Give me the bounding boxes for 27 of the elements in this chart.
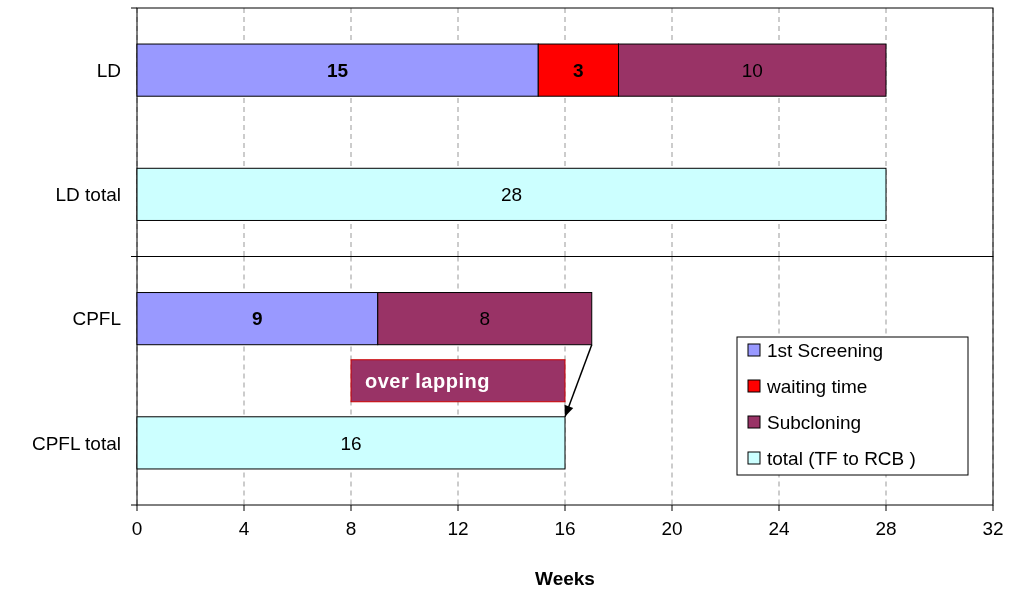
y-tick-label: LD total (55, 184, 121, 206)
legend-label: total (TF to RCB ) (767, 447, 916, 469)
y-tick-label: CPFL (72, 308, 121, 330)
data-label: 10 (741, 59, 763, 81)
x-tick-label: 32 (982, 518, 1004, 539)
label-box: over lapping (350, 359, 566, 403)
x-tick-label: 8 (345, 518, 357, 539)
legend-label: Subcloning (767, 411, 862, 433)
y-tick-label: LD (96, 59, 121, 81)
x-tick-label: 0 (131, 518, 143, 539)
data-label: 16 (340, 432, 362, 454)
x-axis-title: Weeks (535, 568, 595, 589)
x-tick-label: 20 (661, 518, 683, 539)
data-label: 3 (573, 59, 584, 81)
x-tick-label: 4 (238, 518, 250, 539)
x-tick-label: 16 (554, 518, 576, 539)
data-label: 28 (500, 184, 523, 206)
data-label: 8 (479, 308, 491, 330)
x-tick-label: 12 (447, 518, 469, 539)
data-label: 9 (252, 308, 263, 330)
annotation: over lapping (365, 369, 490, 392)
x-tick-label: 28 (875, 518, 897, 539)
y-tick-label: CPFL total (31, 432, 121, 454)
x-tick-label: 24 (768, 518, 790, 539)
legend-label: waiting time (766, 375, 868, 397)
data-label: 15 (327, 59, 349, 81)
legend-label: 1st Screening (767, 339, 884, 361)
